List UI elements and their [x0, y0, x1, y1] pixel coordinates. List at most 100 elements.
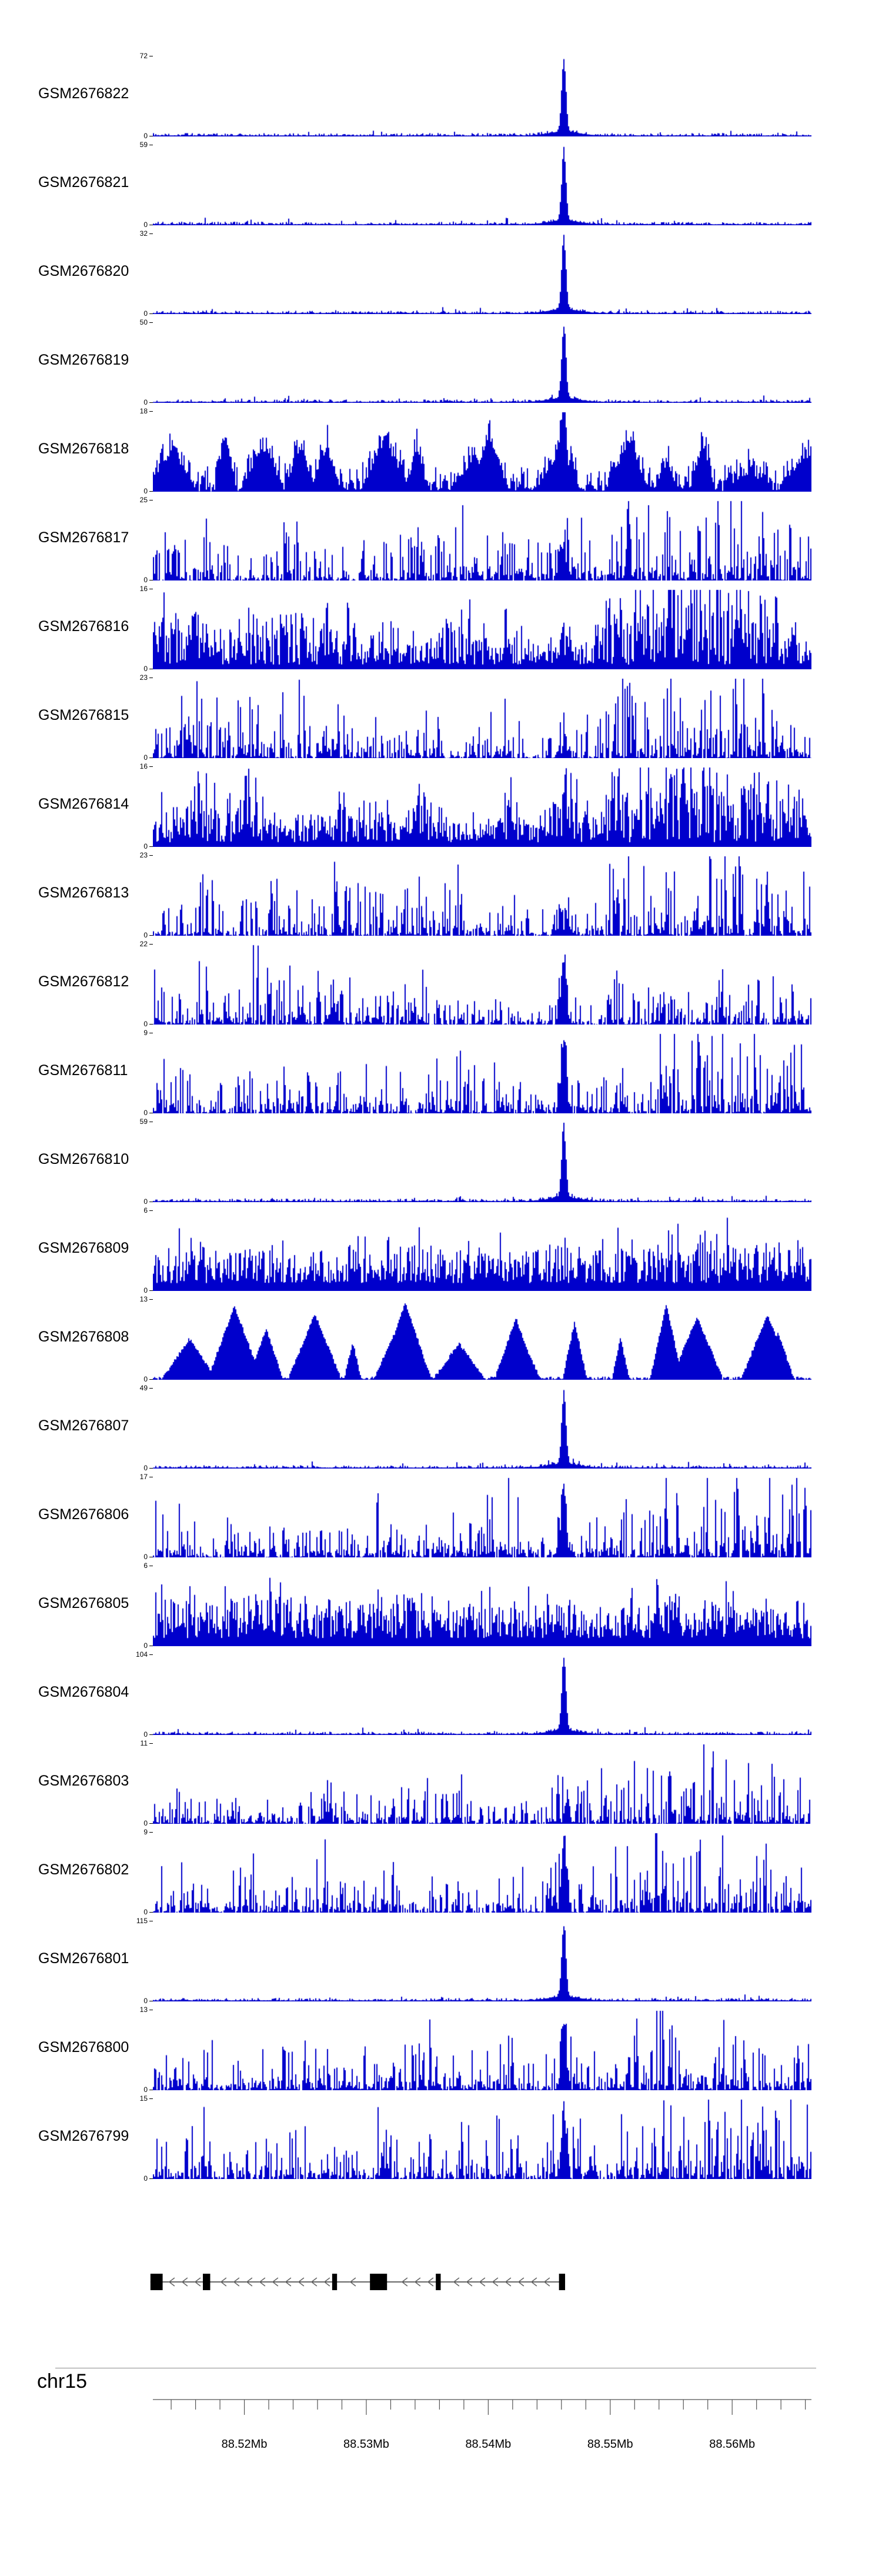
track-sample-label: GSM2676802 [38, 1861, 129, 1878]
y-axis-top-tick [149, 1299, 153, 1300]
y-axis-zero-label: 0 [143, 1020, 148, 1028]
coverage-histogram [153, 944, 811, 1025]
track-sample-label: GSM2676821 [38, 174, 129, 191]
coverage-histogram [153, 1654, 811, 1735]
y-axis-bottom-tick [149, 935, 153, 936]
track-sample-label: GSM2676799 [38, 2128, 129, 2144]
y-axis-zero-label: 0 [143, 487, 148, 495]
coverage-histogram [153, 1743, 811, 1824]
data-track: GSM2676805 6 0 [0, 1561, 882, 1654]
y-axis-zero-label: 0 [143, 1553, 148, 1561]
gene-model-track [150, 2274, 566, 2290]
y-axis-max-label: 6 [143, 1206, 148, 1214]
y-axis-top-tick [149, 1743, 153, 1744]
genome-axis-ruler: 88.52Mb 88.53Mb 88.54Mb 88.55Mb 88.56Mb [153, 2399, 811, 2451]
data-track: GSM2676810 59 0 [0, 1117, 882, 1210]
y-axis-max-label: 59 [139, 1117, 148, 1126]
y-axis-zero-label: 0 [143, 1997, 148, 2005]
y-axis-top-tick [149, 1832, 153, 1833]
y-axis-zero-label: 0 [143, 1464, 148, 1472]
coverage-plot-area: 13 0 [140, 1295, 811, 1383]
data-track: GSM2676817 25 0 [0, 496, 882, 589]
coverage-histogram [153, 678, 811, 758]
coverage-plot-area: 59 0 [140, 1117, 811, 1206]
track-sample-label: GSM2676822 [38, 85, 129, 102]
svg-text:88.55Mb: 88.55Mb [587, 2438, 633, 2451]
svg-text:88.52Mb: 88.52Mb [222, 2438, 268, 2451]
svg-text:88.53Mb: 88.53Mb [343, 2438, 389, 2451]
y-axis-max-label: 11 [140, 1739, 148, 1747]
data-track: GSM2676813 23 0 [0, 851, 882, 944]
track-sample-label: GSM2676804 [38, 1684, 129, 1700]
y-axis-top-tick [149, 944, 153, 945]
data-track: GSM2676800 13 0 [0, 2006, 882, 2098]
coverage-histogram [153, 322, 811, 403]
y-axis-zero-label: 0 [143, 1197, 148, 1206]
y-axis-zero-label: 0 [143, 1908, 148, 1916]
track-sample-label: GSM2676820 [38, 263, 129, 279]
y-axis-top-tick [149, 322, 153, 323]
coverage-plot-area: 6 0 [143, 1561, 811, 1650]
y-axis-zero-label: 0 [143, 132, 148, 140]
data-track: GSM2676821 59 0 [0, 141, 882, 233]
data-track: GSM2676811 9 0 [0, 1029, 882, 1122]
track-sample-label: GSM2676810 [38, 1151, 129, 1167]
y-axis-bottom-tick [149, 491, 153, 492]
coverage-plot-area: 6 0 [143, 1206, 811, 1294]
y-axis-zero-label: 0 [143, 931, 148, 939]
track-sample-label: GSM2676809 [38, 1240, 129, 1256]
coverage-histogram [153, 2098, 811, 2179]
coverage-plot-area: 32 0 [140, 229, 811, 318]
y-axis-zero-label: 0 [143, 1730, 148, 1739]
coverage-histogram [153, 1388, 811, 1469]
data-track: GSM2676799 15 0 [0, 2094, 882, 2187]
track-sample-label: GSM2676812 [38, 973, 129, 990]
y-axis-max-label: 23 [139, 851, 148, 859]
coverage-histogram [153, 1210, 811, 1291]
data-track: GSM2676808 13 0 [0, 1295, 882, 1388]
y-axis-top-tick [149, 1210, 153, 1211]
data-track: GSM2676802 9 0 [0, 1828, 882, 1921]
data-track: GSM2676818 18 0 [0, 407, 882, 500]
coverage-histogram [153, 411, 811, 492]
data-track: GSM2676807 49 0 [0, 1384, 882, 1477]
coverage-histogram [153, 589, 811, 669]
y-axis-max-label: 13 [139, 1295, 148, 1303]
coverage-plot-area: 18 0 [140, 407, 811, 495]
y-axis-bottom-tick [149, 2178, 153, 2179]
y-axis-max-label: 17 [139, 1473, 148, 1481]
y-axis-zero-label: 0 [143, 1641, 148, 1650]
coverage-histogram [153, 1477, 811, 1557]
track-sample-label: GSM2676817 [38, 529, 129, 546]
y-axis-max-label: 18 [139, 407, 148, 415]
data-track: GSM2676801 115 0 [0, 1917, 882, 2010]
data-track: GSM2676809 6 0 [0, 1206, 882, 1299]
y-axis-max-label: 6 [143, 1561, 148, 1570]
y-axis-zero-label: 0 [143, 1286, 148, 1294]
y-axis-max-label: 115 [136, 1917, 148, 1925]
y-axis-bottom-tick [149, 1024, 153, 1025]
coverage-plot-area: 59 0 [140, 141, 811, 229]
data-track: GSM2676820 32 0 [0, 229, 882, 322]
track-sample-label: GSM2676807 [38, 1417, 129, 1434]
y-axis-top-tick [149, 1388, 153, 1389]
track-sample-label: GSM2676808 [38, 1329, 129, 1345]
data-track: GSM2676812 22 0 [0, 940, 882, 1033]
y-axis-max-label: 25 [139, 496, 148, 504]
track-sample-label: GSM2676819 [38, 352, 129, 368]
coverage-histogram [153, 1299, 811, 1380]
coverage-histogram [153, 2010, 811, 2090]
track-sample-label: GSM2676800 [38, 2039, 129, 2056]
track-sample-label: GSM2676811 [38, 1062, 128, 1079]
coverage-plot-area: 23 0 [140, 851, 811, 939]
data-track: GSM2676804 104 0 [0, 1650, 882, 1743]
coverage-plot-area: 115 0 [136, 1917, 811, 2005]
y-axis-top-tick [149, 233, 153, 234]
y-axis-max-label: 32 [139, 229, 148, 238]
coverage-plot-area: 16 0 [140, 585, 811, 673]
coverage-plot-area: 11 0 [141, 1739, 811, 1827]
y-axis-zero-label: 0 [143, 2086, 148, 2094]
coverage-plot-area: 49 0 [140, 1384, 811, 1472]
y-axis-max-label: 22 [139, 940, 148, 948]
